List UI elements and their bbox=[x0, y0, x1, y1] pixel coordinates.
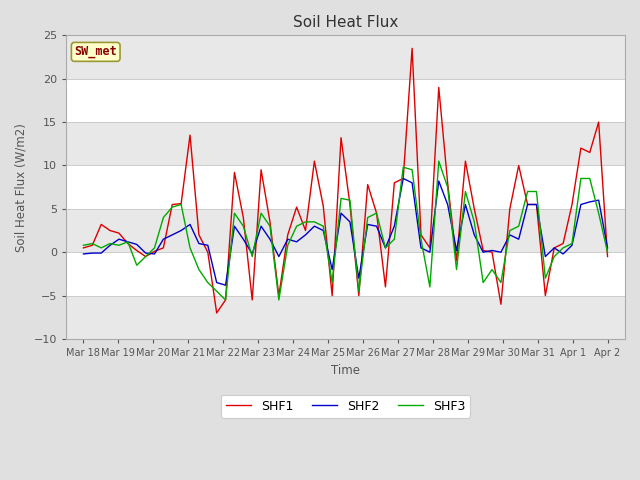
SHF1 bbox=[168, 202, 176, 207]
SHF2 bbox=[426, 249, 434, 255]
SHF1 bbox=[213, 310, 221, 316]
Title: Soil Heat Flux: Soil Heat Flux bbox=[292, 15, 398, 30]
Y-axis label: Soil Heat Flux (W/m2): Soil Heat Flux (W/m2) bbox=[15, 123, 28, 252]
Bar bbox=[66, 122, 625, 166]
SHF3 bbox=[221, 297, 229, 303]
Line: SHF2: SHF2 bbox=[83, 179, 607, 285]
Text: SW_met: SW_met bbox=[74, 46, 117, 59]
SHF3 bbox=[435, 158, 443, 164]
Bar bbox=[66, 36, 625, 79]
SHF3 bbox=[239, 223, 247, 229]
Line: SHF3: SHF3 bbox=[83, 161, 607, 300]
SHF1 bbox=[604, 253, 611, 259]
SHF3 bbox=[79, 242, 87, 248]
SHF3 bbox=[417, 236, 425, 242]
SHF3 bbox=[266, 223, 274, 229]
SHF2 bbox=[221, 282, 229, 288]
SHF1 bbox=[221, 297, 229, 303]
X-axis label: Time: Time bbox=[331, 363, 360, 376]
Bar bbox=[66, 296, 625, 339]
SHF2 bbox=[213, 280, 221, 286]
SHF3 bbox=[213, 288, 221, 294]
SHF2 bbox=[257, 223, 265, 229]
SHF2 bbox=[168, 232, 176, 238]
SHF1 bbox=[266, 219, 274, 225]
SHF1 bbox=[239, 215, 247, 220]
SHF1 bbox=[79, 245, 87, 251]
SHF1 bbox=[408, 46, 416, 51]
SHF2 bbox=[266, 236, 274, 242]
Bar bbox=[66, 209, 625, 252]
SHF2 bbox=[399, 176, 407, 181]
Line: SHF1: SHF1 bbox=[83, 48, 607, 313]
SHF2 bbox=[79, 251, 87, 257]
SHF2 bbox=[239, 236, 247, 242]
SHF3 bbox=[257, 210, 265, 216]
SHF1 bbox=[426, 245, 434, 251]
SHF3 bbox=[604, 249, 611, 255]
SHF2 bbox=[604, 245, 611, 251]
SHF3 bbox=[168, 204, 176, 210]
SHF1 bbox=[257, 167, 265, 173]
Legend: SHF1, SHF2, SHF3: SHF1, SHF2, SHF3 bbox=[221, 395, 470, 418]
